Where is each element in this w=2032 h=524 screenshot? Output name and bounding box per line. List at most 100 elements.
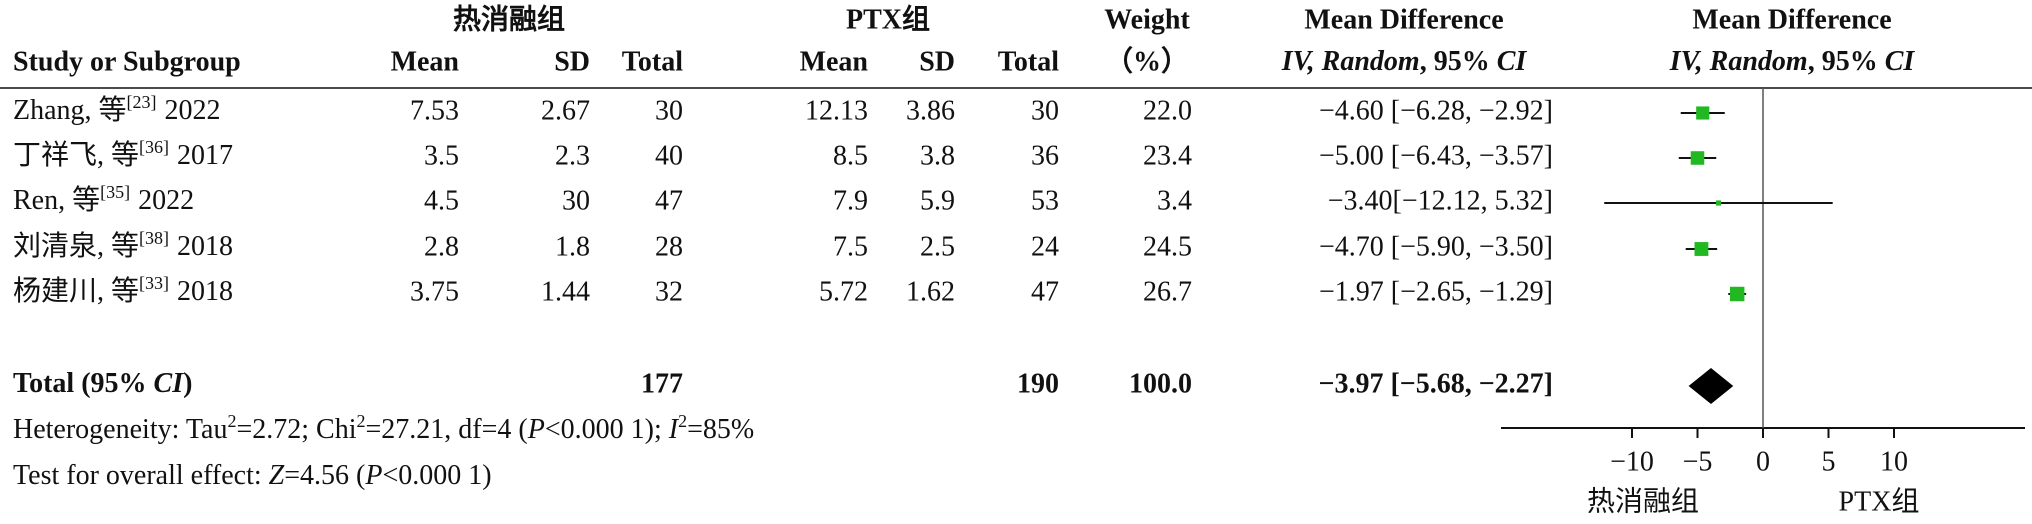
plot-header-part: CI bbox=[1885, 46, 1916, 77]
overall-effect: Test for overall effect: Z=4.56 (P<0.000… bbox=[13, 460, 492, 491]
total-label-part: ) bbox=[183, 368, 192, 399]
plot-header-part: Random bbox=[1709, 46, 1808, 77]
effect-square bbox=[1729, 286, 1745, 302]
cell: 7.9 bbox=[833, 185, 868, 216]
md-label: −3.97 [−5.68, −2.27] bbox=[1318, 368, 1553, 399]
cell: 36 bbox=[1031, 140, 1059, 171]
cell: 24 bbox=[1031, 231, 1059, 262]
effect-square bbox=[1696, 106, 1710, 120]
het-part: 2 bbox=[227, 411, 236, 431]
column-header: Mean bbox=[391, 46, 460, 77]
plot-header: IV, Random, 95% CI bbox=[1669, 46, 1916, 77]
het-part: =2.72; Chi bbox=[236, 414, 356, 445]
effect-part: Test for overall effect: bbox=[13, 460, 269, 491]
effect-part: =4.56 ( bbox=[284, 460, 365, 491]
cell: 40 bbox=[655, 140, 683, 171]
study-label: Ren, 等[35] 2022 bbox=[13, 182, 194, 216]
column-header: SD bbox=[919, 46, 955, 77]
weight: 24.5 bbox=[1143, 231, 1192, 262]
cell: 2.5 bbox=[920, 231, 955, 262]
cell: 30 bbox=[562, 185, 590, 216]
weight: 100.0 bbox=[1129, 368, 1192, 399]
column-header: Study or Subgroup bbox=[13, 46, 241, 77]
total-label-part: CI bbox=[154, 368, 185, 399]
cell: 7.5 bbox=[833, 231, 868, 262]
weight: 22.0 bbox=[1143, 95, 1192, 126]
study-ref: [38] bbox=[139, 228, 169, 248]
study-name: 杨建川, 等 bbox=[13, 275, 139, 307]
cell: 177 bbox=[641, 368, 683, 399]
md-header-part: , 95% bbox=[1420, 46, 1497, 77]
cell: 3.8 bbox=[920, 140, 955, 171]
study-ref: [23] bbox=[127, 92, 157, 112]
cell: 5.72 bbox=[819, 276, 868, 307]
cell: 2.67 bbox=[541, 95, 590, 126]
het-part: P bbox=[527, 414, 545, 445]
weight-header: （%） bbox=[1105, 44, 1189, 77]
het-part: I bbox=[668, 414, 680, 445]
md-header: Mean Difference bbox=[1304, 4, 1503, 35]
cell: 3.75 bbox=[410, 276, 459, 307]
study-year: 2017 bbox=[177, 140, 233, 171]
column-header: Total bbox=[622, 46, 683, 77]
column-header: Mean bbox=[800, 46, 869, 77]
plot-header-part: , 95% bbox=[1808, 46, 1885, 77]
het-part: =85% bbox=[687, 414, 754, 445]
cell: 1.8 bbox=[555, 231, 590, 262]
cell: 2.3 bbox=[555, 140, 590, 171]
total-label: Total (95% CI) bbox=[13, 368, 192, 399]
het-part: 2 bbox=[678, 411, 687, 431]
summary-diamond bbox=[1688, 368, 1734, 404]
study-label: 丁祥飞, 等[36] 2017 bbox=[13, 137, 233, 171]
study-ref: [36] bbox=[139, 137, 169, 157]
study-name: Zhang, 等 bbox=[13, 94, 127, 126]
column-header: SD bbox=[554, 46, 590, 77]
cell: 53 bbox=[1031, 185, 1059, 216]
cell: 30 bbox=[655, 95, 683, 126]
x-tick-label: 10 bbox=[1880, 446, 1908, 477]
cell: 4.5 bbox=[424, 185, 459, 216]
effect-square bbox=[1715, 200, 1722, 206]
md-label: −5.00 [−6.43, −3.57] bbox=[1319, 140, 1553, 171]
md-header: IV, Random, 95% CI bbox=[1281, 46, 1528, 77]
study-year: 2018 bbox=[177, 276, 233, 307]
cell: 7.53 bbox=[410, 95, 459, 126]
weight: 26.7 bbox=[1143, 276, 1192, 307]
cell: 190 bbox=[1017, 368, 1059, 399]
cell: 2.8 bbox=[424, 231, 459, 262]
group-header: 热消融组 bbox=[453, 3, 565, 35]
cell: 8.5 bbox=[833, 140, 868, 171]
weight-header: Weight bbox=[1104, 4, 1190, 35]
het-part: Heterogeneity: Tau bbox=[13, 414, 227, 445]
effect-square bbox=[1690, 151, 1705, 165]
axis-label: PTX组 bbox=[1839, 485, 1920, 517]
column-header: Total bbox=[998, 46, 1059, 77]
effect-part: Z bbox=[269, 460, 285, 491]
cell: 5.9 bbox=[920, 185, 955, 216]
study-ref: [33] bbox=[139, 273, 169, 293]
md-label: −1.97 [−2.65, −1.29] bbox=[1319, 276, 1553, 307]
group-header: PTX组 bbox=[846, 3, 930, 35]
plot-header: Mean Difference bbox=[1692, 4, 1891, 35]
cell: 47 bbox=[655, 185, 683, 216]
study-year: 2018 bbox=[177, 231, 233, 262]
study-label: 刘清泉, 等[38] 2018 bbox=[13, 228, 233, 262]
effect-square bbox=[1694, 242, 1709, 256]
cell: 30 bbox=[1031, 95, 1059, 126]
heterogeneity: Heterogeneity: Tau2=2.72; Chi2=27.21, df… bbox=[13, 411, 754, 445]
md-header-part: , bbox=[1307, 46, 1322, 77]
effect-part: <0.000 1) bbox=[382, 460, 491, 491]
md-header-part: CI bbox=[1497, 46, 1528, 77]
plot-header-part: , bbox=[1695, 46, 1710, 77]
md-label: −4.60 [−6.28, −2.92] bbox=[1319, 95, 1553, 126]
x-tick-label: 5 bbox=[1822, 446, 1836, 477]
het-part: =27.21, df=4 ( bbox=[365, 414, 527, 445]
cell: 1.62 bbox=[906, 276, 955, 307]
x-tick-label: −5 bbox=[1683, 446, 1713, 477]
weight: 3.4 bbox=[1157, 185, 1192, 216]
total-label-part: Total (95% bbox=[13, 368, 154, 399]
study-year: 2022 bbox=[138, 185, 194, 216]
study-name: 刘清泉, 等 bbox=[13, 230, 139, 262]
study-name: 丁祥飞, 等 bbox=[13, 139, 139, 171]
